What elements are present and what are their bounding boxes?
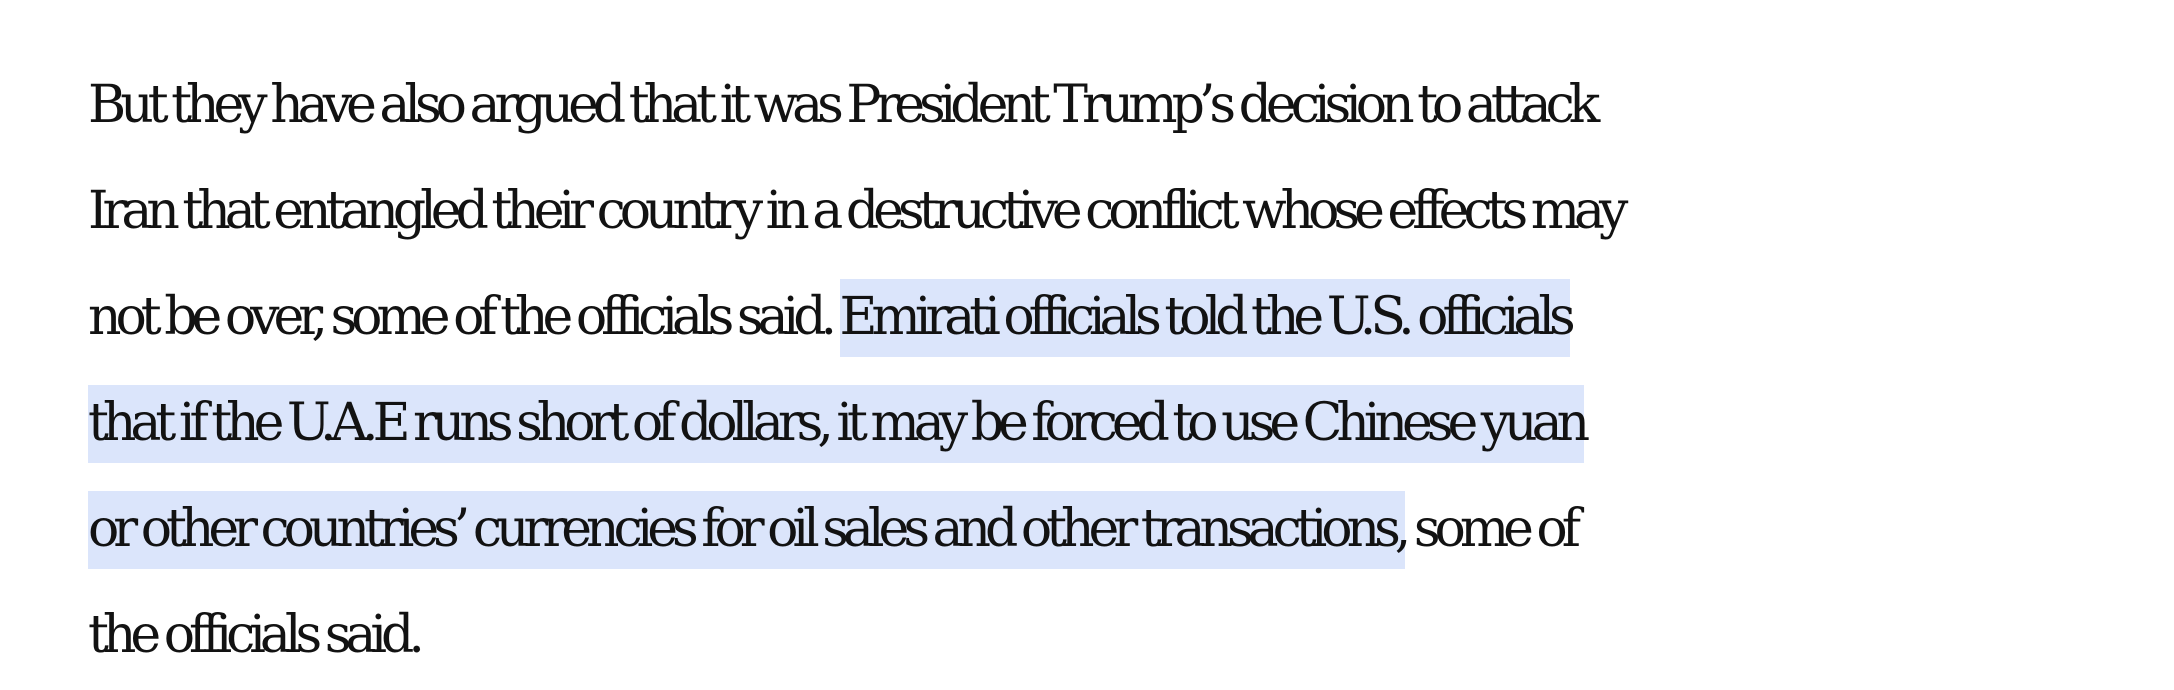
line-text: Iran that entangled their country in a d… bbox=[88, 181, 1628, 241]
line-text: the officials said. bbox=[88, 605, 425, 665]
selected-text[interactable]: that if the U.A.E runs short of dollars,… bbox=[88, 385, 1590, 463]
paragraph-line-1: But they have also argued that it was Pr… bbox=[88, 52, 2168, 158]
line-text: But they have also argued that it was Pr… bbox=[88, 75, 1600, 135]
paragraph-line-6: the officials said. bbox=[88, 582, 2168, 688]
selected-text[interactable]: Emirati officials told the U.S. official… bbox=[839, 279, 1576, 357]
line-text: some of bbox=[1405, 499, 1581, 559]
article-body: But they have also argued that it was Pr… bbox=[88, 52, 2168, 688]
article-paragraph[interactable]: But they have also argued that it was Pr… bbox=[88, 52, 2168, 688]
paragraph-line-2: Iran that entangled their country in a d… bbox=[88, 158, 2168, 264]
line-text: not be over, some of the officials said. bbox=[88, 287, 840, 347]
paragraph-line-4: that if the U.A.E runs short of dollars,… bbox=[88, 370, 2168, 476]
paragraph-line-3: not be over, some of the officials said.… bbox=[88, 264, 2168, 370]
selected-text[interactable]: or other countries’ currencies for oil s… bbox=[88, 491, 1411, 569]
paragraph-line-5: or other countries’ currencies for oil s… bbox=[88, 476, 2168, 582]
